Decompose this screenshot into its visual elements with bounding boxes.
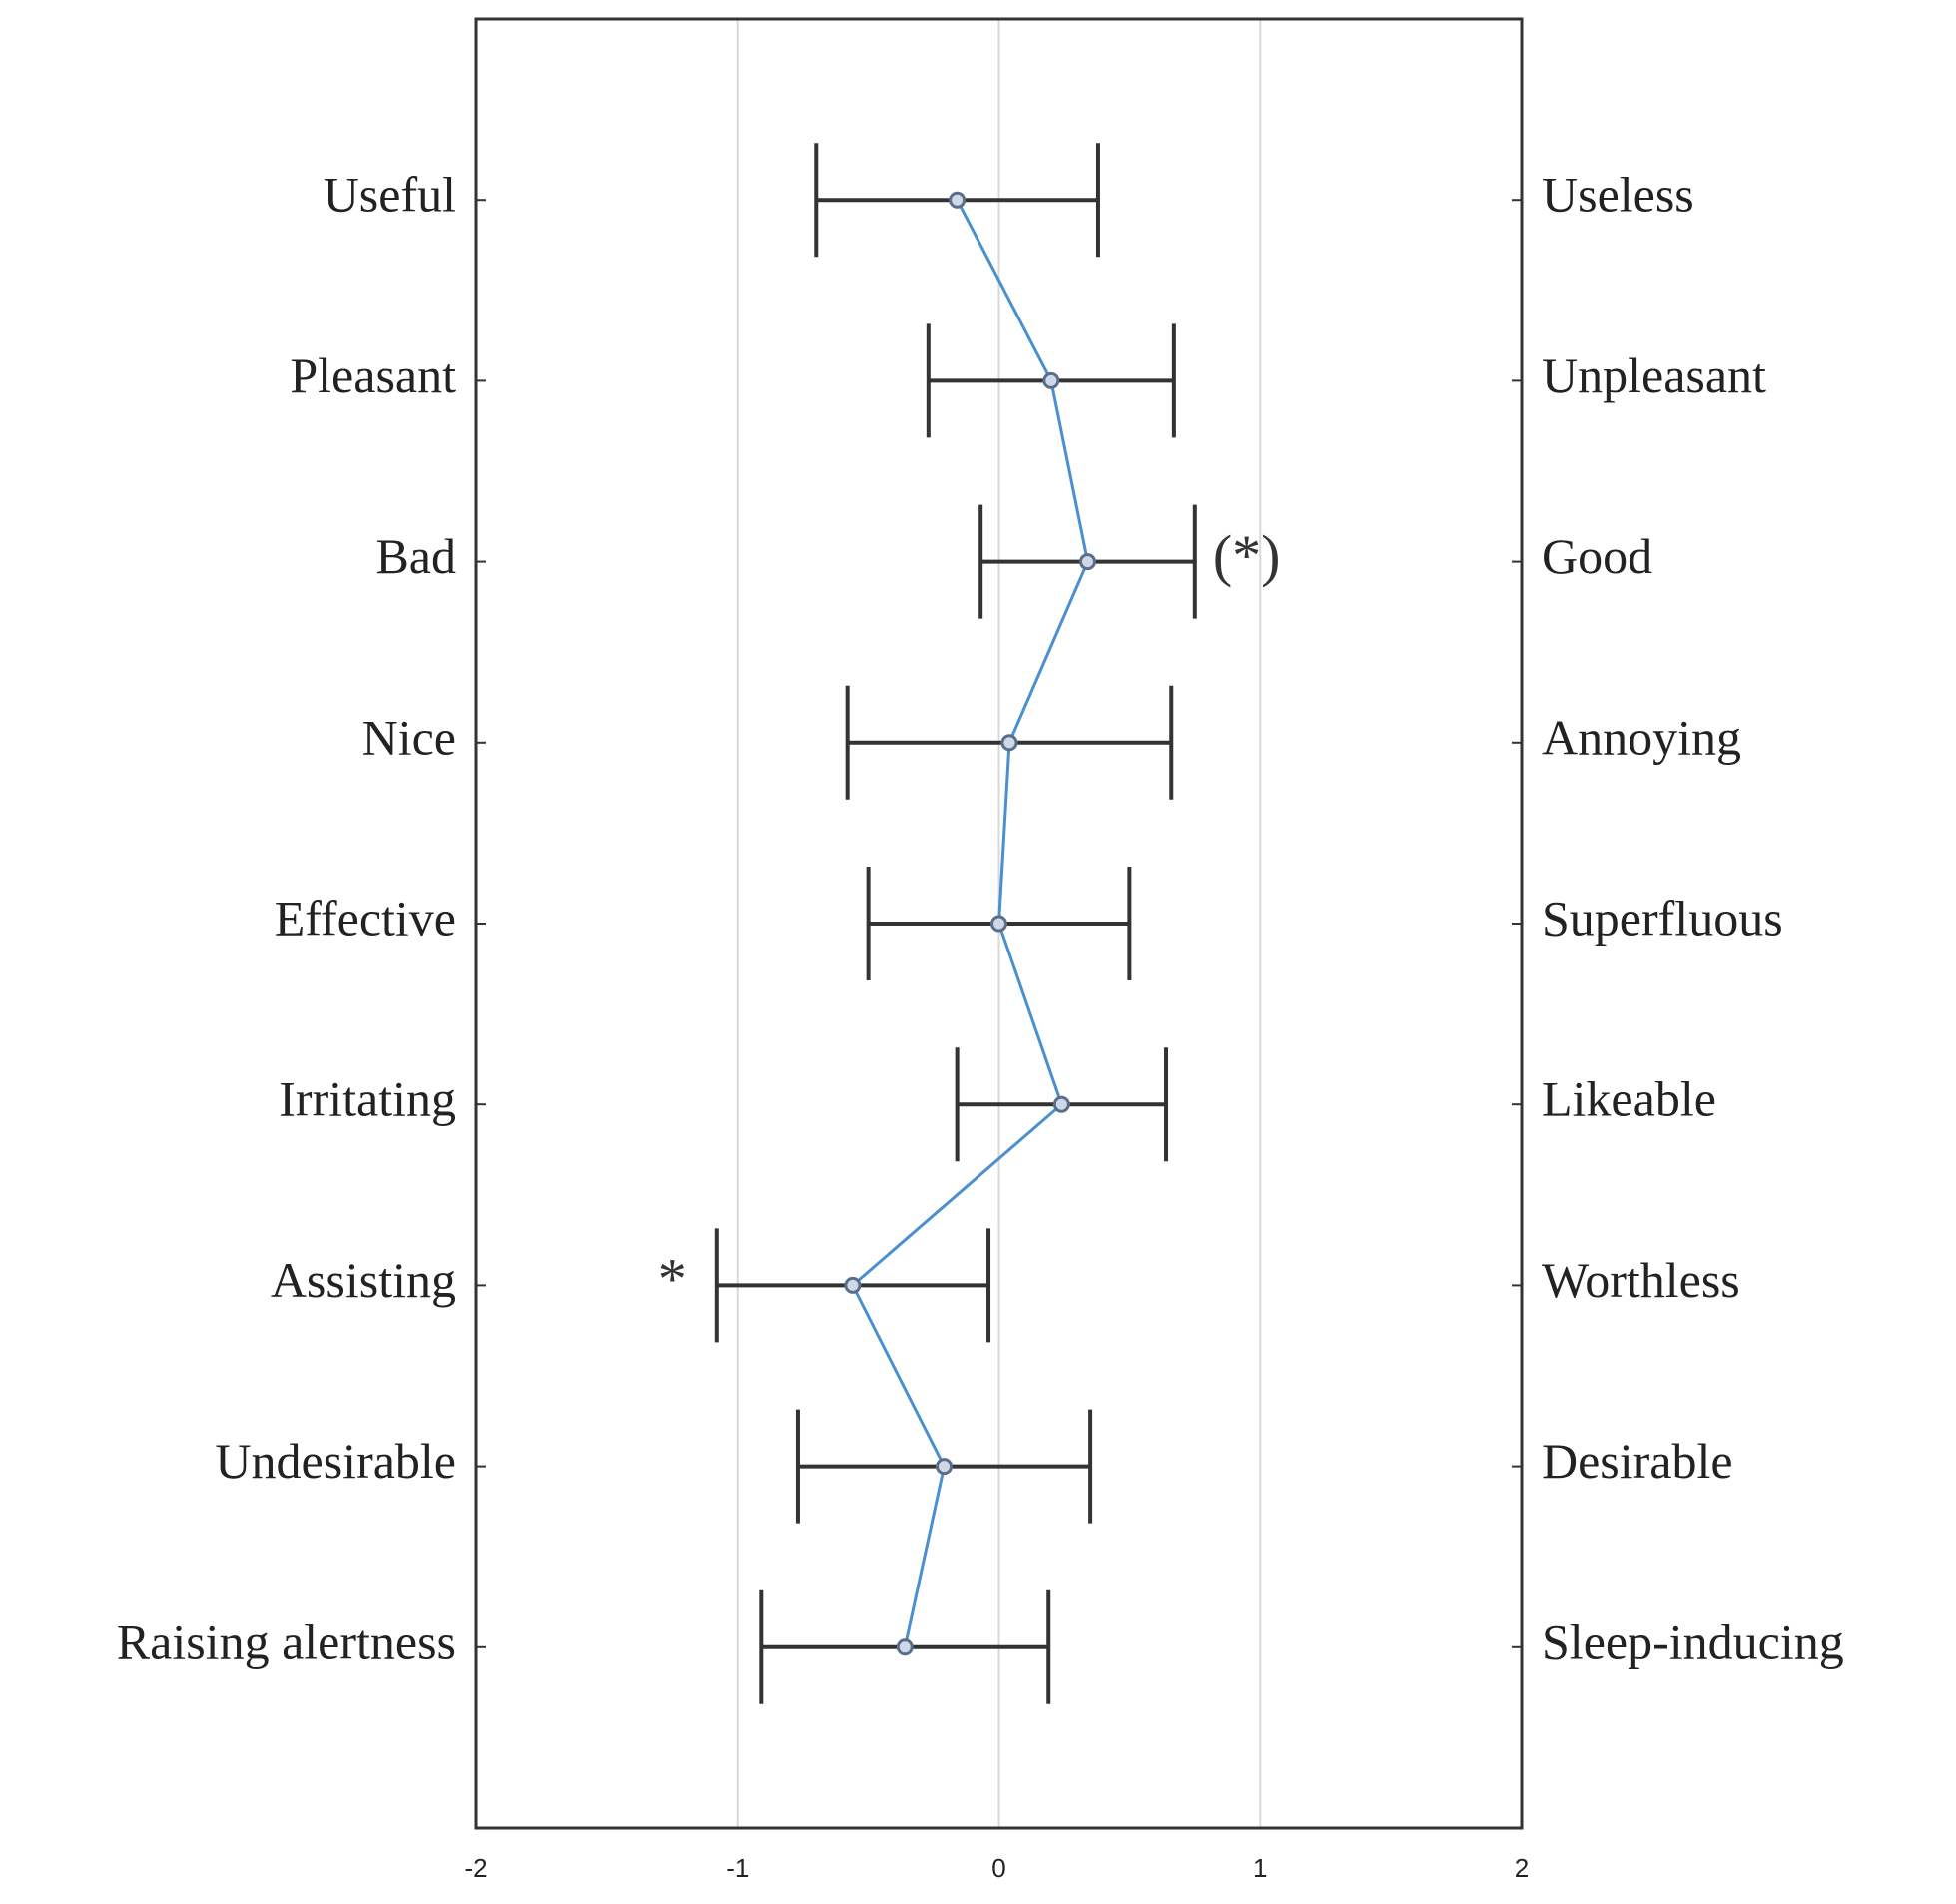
left-label: Useful: [324, 167, 456, 223]
left-label: Assisting: [271, 1252, 456, 1308]
x-tick-label: -2: [464, 1853, 487, 1883]
annotation: *: [658, 1247, 687, 1312]
right-label: Desirable: [1542, 1433, 1733, 1489]
right-label: Likeable: [1542, 1071, 1716, 1127]
point: [936, 1458, 954, 1476]
point: [1000, 734, 1018, 752]
x-tick-label: 0: [991, 1853, 1005, 1883]
left-label: Irritating: [279, 1071, 456, 1127]
x-tick-label: -1: [726, 1853, 749, 1883]
left-label: Nice: [362, 709, 456, 765]
right-label: Superfluous: [1542, 890, 1783, 946]
annotation: (*): [1213, 523, 1281, 588]
right-label: Unpleasant: [1542, 347, 1766, 403]
left-label: Effective: [275, 890, 456, 946]
point: [844, 1276, 862, 1294]
point: [949, 191, 967, 209]
point: [990, 915, 1007, 933]
x-tick-label: 1: [1253, 1853, 1267, 1883]
point: [1052, 1095, 1070, 1113]
right-label: Annoying: [1542, 709, 1741, 765]
right-label: Good: [1542, 528, 1652, 584]
point: [1078, 553, 1096, 571]
left-label: Undesirable: [215, 1433, 456, 1489]
point: [1042, 371, 1060, 389]
right-label: Useless: [1542, 167, 1694, 223]
left-label: Pleasant: [290, 347, 456, 403]
left-label: Bad: [375, 528, 456, 584]
left-label: Raising alertness: [117, 1613, 456, 1669]
right-label: Worthless: [1542, 1252, 1740, 1308]
right-label: Sleep-inducing: [1542, 1613, 1844, 1669]
x-tick-label: 2: [1515, 1853, 1529, 1883]
point: [896, 1638, 914, 1656]
